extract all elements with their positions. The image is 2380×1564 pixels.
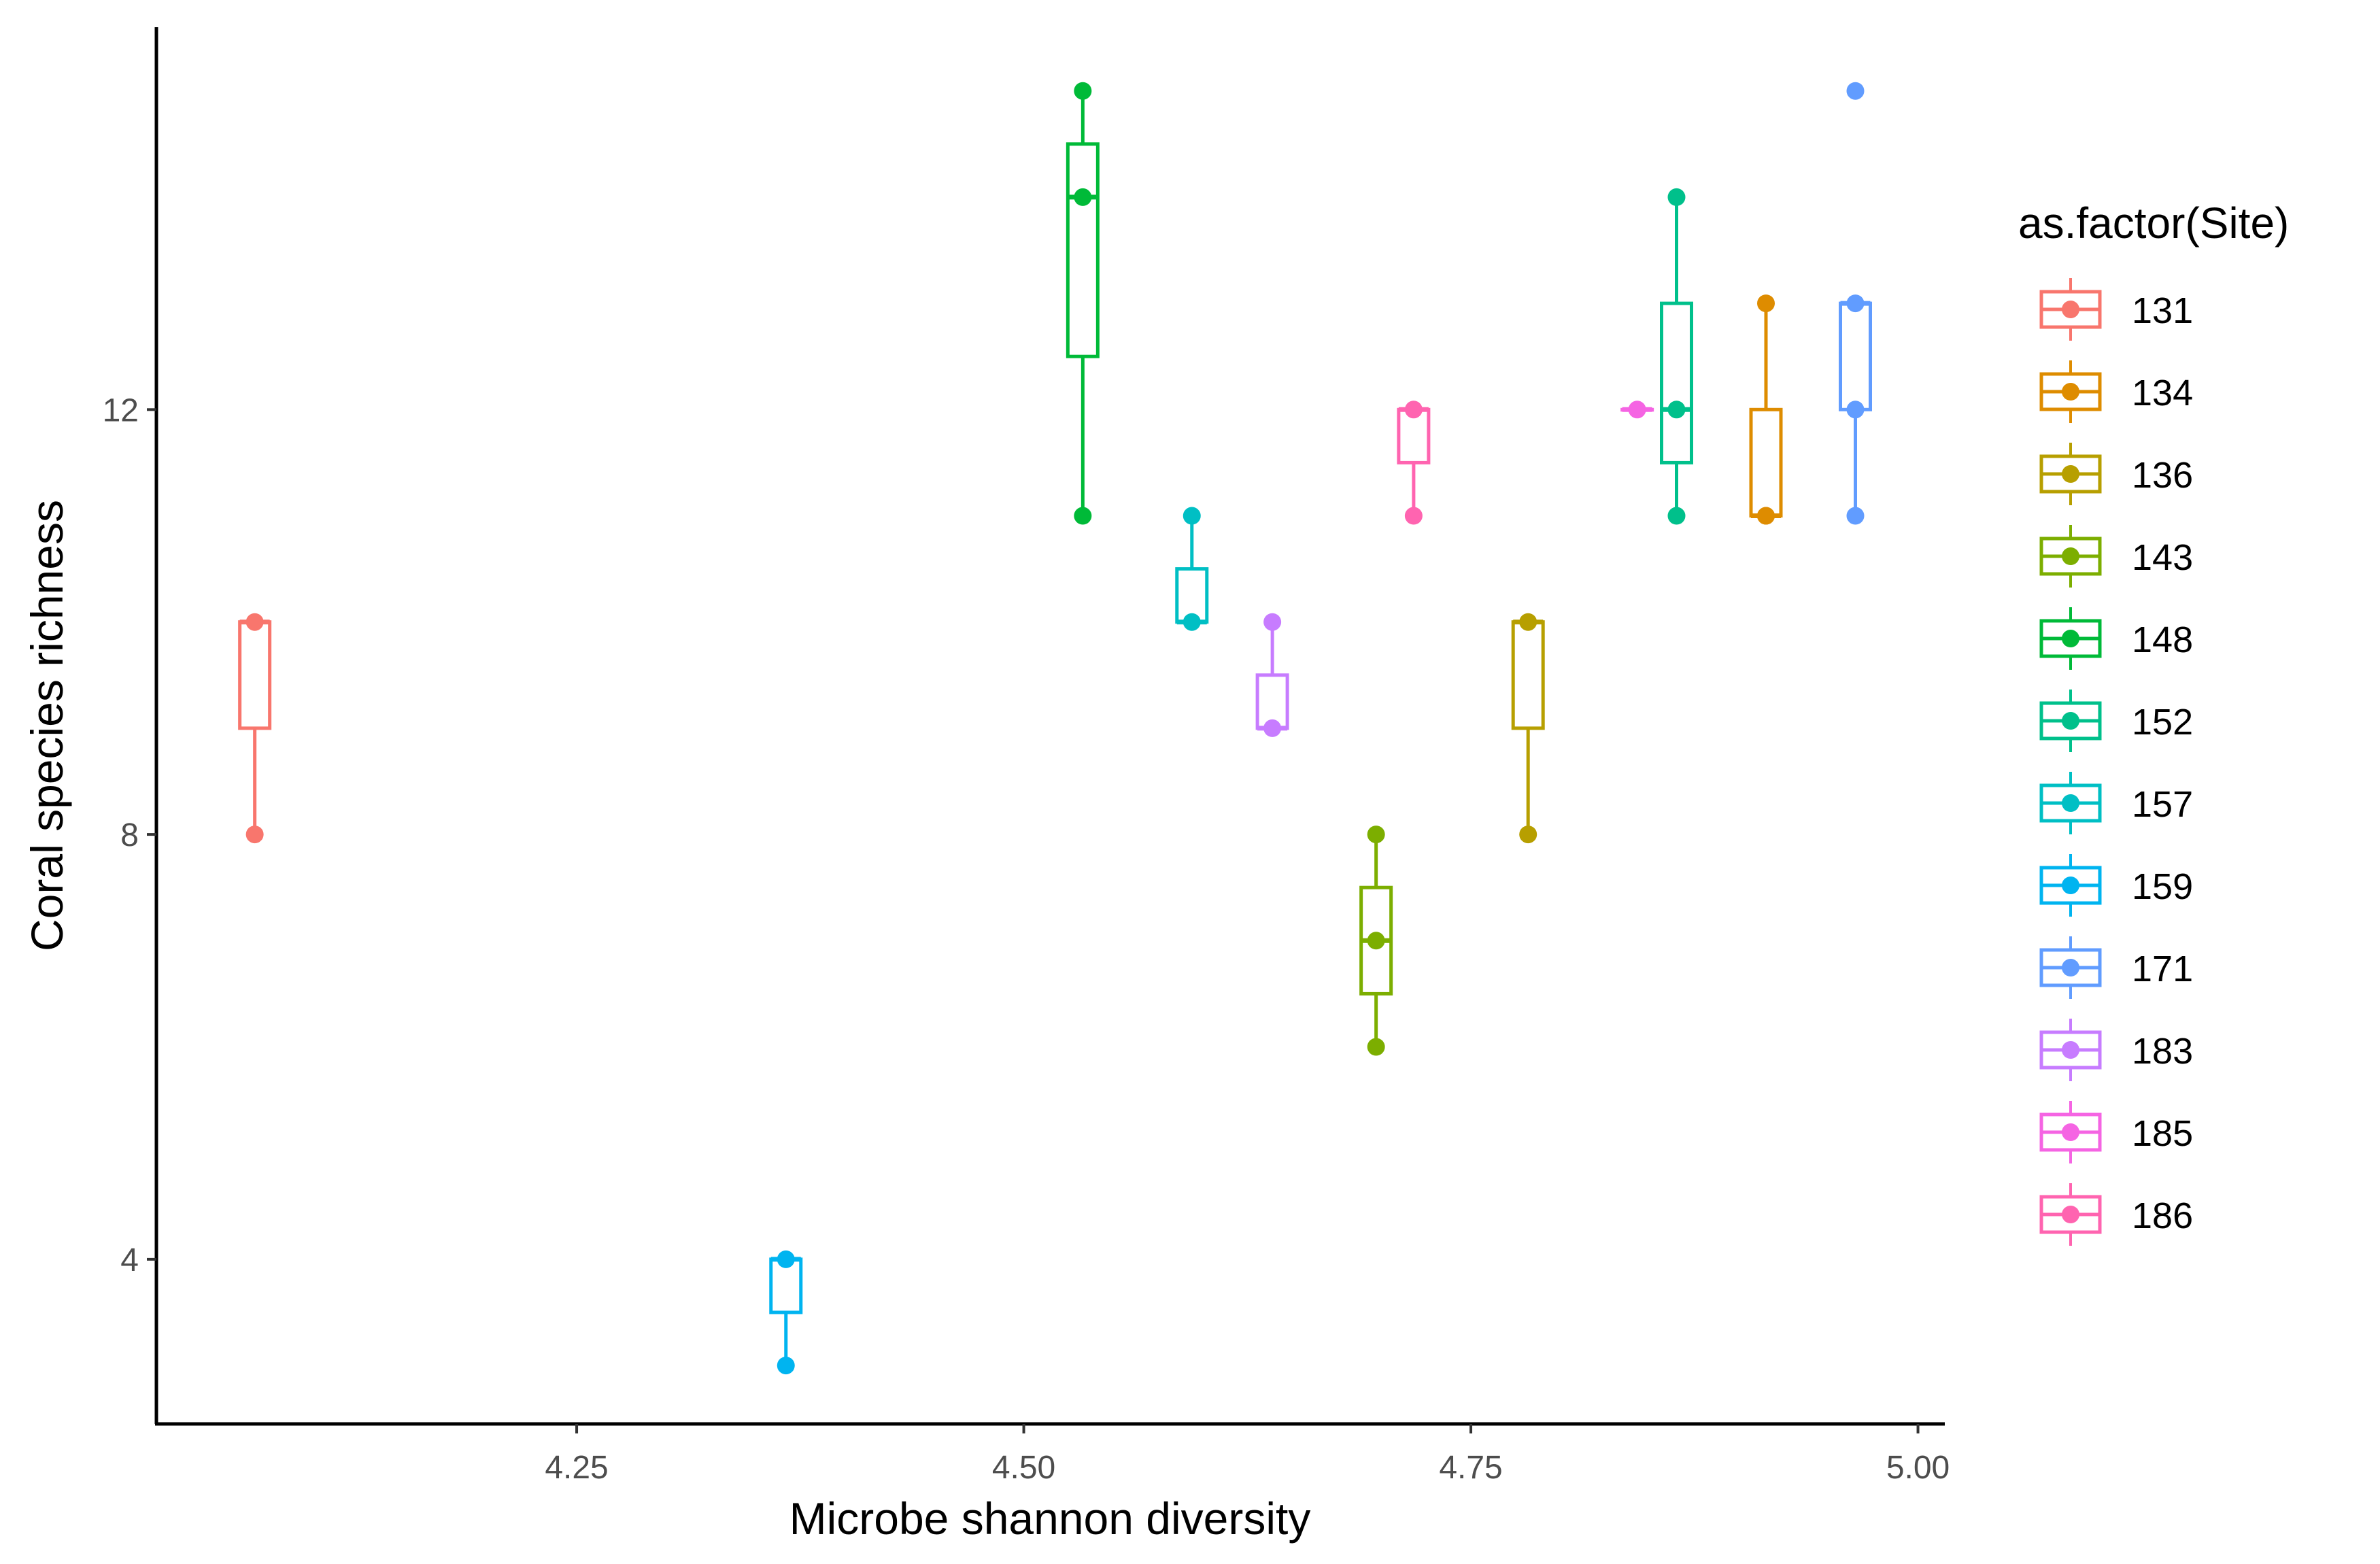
- legend-item-186: 186: [2039, 1183, 2193, 1246]
- boxplot-site-186: [1397, 401, 1431, 525]
- data-point: [1263, 613, 1282, 631]
- data-point: [245, 613, 264, 631]
- box-iqr: [1511, 620, 1545, 730]
- legend-item-171: 171: [2039, 936, 2193, 999]
- box-iqr: [1749, 407, 1783, 518]
- data-point: [777, 1250, 795, 1268]
- x-axis-ticks: 4.25 4.50 4.75 5.00: [545, 1424, 1950, 1486]
- boxplot-site-157: [1175, 507, 1209, 631]
- y-axis-ticks: 4 8 12: [103, 392, 156, 1278]
- data-point: [1667, 401, 1686, 419]
- x-tick-label: 4.25: [545, 1450, 608, 1486]
- legend-key-point: [2062, 1206, 2079, 1223]
- data-point: [1667, 507, 1686, 525]
- legend-label: 143: [2132, 537, 2193, 578]
- data-point: [1183, 507, 1201, 525]
- boxplot-site-159: [769, 1250, 803, 1375]
- legend-key-point: [2062, 794, 2079, 812]
- boxplot-site-143: [1359, 826, 1393, 1056]
- legend-label: 157: [2132, 784, 2193, 825]
- legend-item-183: 183: [2039, 1019, 2193, 1081]
- data-point: [1519, 613, 1537, 631]
- boxplot-site-148: [1066, 82, 1100, 525]
- data-point: [1846, 294, 1865, 313]
- data-point: [1367, 932, 1385, 950]
- legend-key-point: [2062, 712, 2079, 730]
- x-tick-label: 5.00: [1886, 1450, 1950, 1486]
- data-point: [1846, 507, 1865, 525]
- boxplot-site-152: [1660, 188, 1693, 525]
- data-point: [1367, 1038, 1385, 1056]
- legend-item-143: 143: [2039, 525, 2193, 588]
- data-point: [1404, 507, 1423, 525]
- plot-marks: [238, 82, 1872, 1375]
- data-point: [1367, 826, 1385, 844]
- x-tick-label: 4.50: [992, 1450, 1055, 1486]
- box-iqr: [1066, 142, 1100, 358]
- boxplot-site-185: [1620, 401, 1654, 419]
- boxplot-site-183: [1255, 613, 1289, 737]
- legend-key-point: [2062, 959, 2079, 976]
- legend-label: 185: [2132, 1113, 2193, 1154]
- legend-key-point: [2062, 1041, 2079, 1059]
- legend-key-point: [2062, 383, 2079, 401]
- legend-label: 186: [2132, 1195, 2193, 1236]
- y-tick-label: 12: [103, 392, 139, 428]
- boxplot-site-136: [1511, 613, 1545, 844]
- legend-label: 131: [2132, 290, 2193, 331]
- legend-label: 183: [2132, 1031, 2193, 1072]
- legend-item-131: 131: [2039, 278, 2193, 341]
- data-point: [1074, 507, 1092, 525]
- data-point: [245, 826, 264, 844]
- data-point: [1519, 826, 1537, 844]
- legend-key-point: [2062, 1123, 2079, 1141]
- legend-item-152: 152: [2039, 690, 2193, 752]
- legend-key-point: [2062, 465, 2079, 483]
- y-tick-label: 8: [120, 817, 139, 853]
- legend-item-185: 185: [2039, 1101, 2193, 1163]
- legend-label: 134: [2132, 373, 2193, 413]
- x-tick-label: 4.75: [1439, 1450, 1502, 1486]
- data-point: [1074, 82, 1092, 100]
- legend-item-134: 134: [2039, 360, 2193, 423]
- legend: as.factor(Site) 131 134 136 143 148 152 157 159…: [2018, 199, 2289, 1246]
- data-point: [1846, 82, 1865, 100]
- box-iqr: [1839, 301, 1872, 411]
- data-point: [777, 1357, 795, 1375]
- x-axis-title: Microbe shannon diversity: [789, 1493, 1311, 1544]
- legend-title: as.factor(Site): [2018, 199, 2289, 248]
- legend-label: 148: [2132, 619, 2193, 660]
- y-axis-title: Coral species richness: [22, 500, 72, 951]
- legend-item-136: 136: [2039, 443, 2193, 505]
- legend-item-148: 148: [2039, 607, 2193, 670]
- data-point: [1667, 188, 1686, 206]
- legend-label: 136: [2132, 455, 2193, 496]
- boxplot-site-131: [238, 613, 272, 844]
- legend-key-point: [2062, 877, 2079, 894]
- data-point: [1183, 613, 1201, 631]
- legend-label: 152: [2132, 702, 2193, 743]
- legend-key-point: [2062, 301, 2079, 318]
- box-iqr: [1660, 301, 1693, 464]
- legend-item-159: 159: [2039, 854, 2193, 917]
- data-point: [1757, 507, 1775, 525]
- legend-label: 171: [2132, 949, 2193, 989]
- box-iqr: [238, 620, 272, 730]
- data-point: [1757, 294, 1775, 313]
- boxplot-site-134: [1749, 294, 1783, 525]
- data-point: [1846, 401, 1865, 419]
- legend-key-point: [2062, 547, 2079, 565]
- data-point: [1628, 401, 1646, 419]
- legend-key-point: [2062, 630, 2079, 647]
- legend-label: 159: [2132, 866, 2193, 907]
- legend-item-157: 157: [2039, 772, 2193, 834]
- data-point: [1404, 401, 1423, 419]
- data-point: [1263, 719, 1282, 737]
- data-point: [1074, 188, 1092, 206]
- boxplot-site-171: [1839, 82, 1872, 525]
- y-tick-label: 4: [120, 1242, 139, 1278]
